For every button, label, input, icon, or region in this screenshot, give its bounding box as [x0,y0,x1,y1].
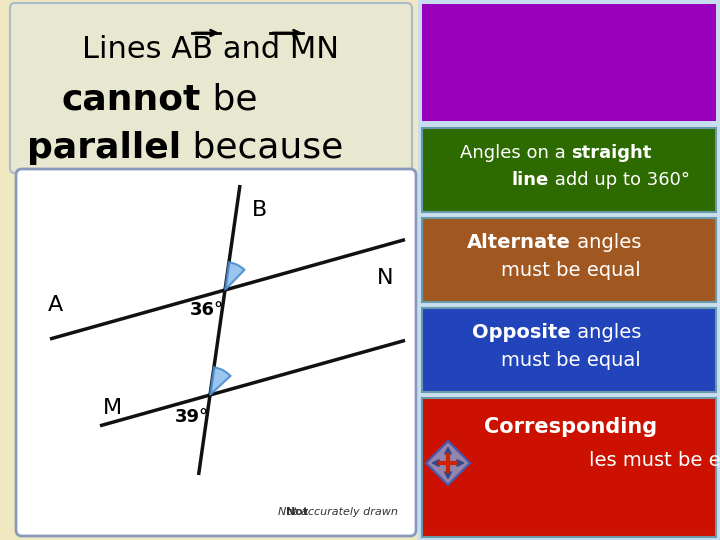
FancyBboxPatch shape [422,128,716,212]
FancyBboxPatch shape [16,169,416,536]
FancyBboxPatch shape [422,218,716,302]
FancyBboxPatch shape [422,308,716,392]
Text: Alternate: Alternate [467,233,571,253]
Text: must be equal: must be equal [501,260,641,280]
Text: straight: straight [571,144,652,162]
Text: 39°: 39° [175,408,209,426]
Text: Angles on a: Angles on a [459,144,571,162]
Text: because: because [181,131,343,165]
Text: be: be [201,83,258,117]
Text: add up to 360°: add up to 360° [549,171,690,189]
Text: N: N [377,268,393,288]
Text: must be equal: must be equal [501,350,641,369]
Polygon shape [426,441,470,485]
Text: parallel: parallel [27,131,181,165]
Text: angles: angles [571,233,642,253]
FancyBboxPatch shape [422,398,716,537]
Wedge shape [225,262,245,290]
Text: M: M [102,398,122,418]
FancyBboxPatch shape [418,0,720,540]
Text: angles: angles [571,323,642,342]
Wedge shape [210,367,230,395]
Text: line: line [512,171,549,189]
Text: Lines AB and MN: Lines AB and MN [83,36,340,64]
Text: Opposite: Opposite [472,323,571,342]
Text: Not: Not [286,507,308,517]
FancyBboxPatch shape [422,4,716,121]
Text: Not accurately drawn: Not accurately drawn [278,507,398,517]
Text: A: A [48,295,63,315]
Text: B: B [253,200,268,220]
Text: les must be equal: les must be equal [589,450,720,469]
Text: 36°: 36° [190,301,224,319]
FancyBboxPatch shape [10,3,412,173]
Text: Corresponding: Corresponding [485,417,657,437]
Text: cannot: cannot [62,83,201,117]
